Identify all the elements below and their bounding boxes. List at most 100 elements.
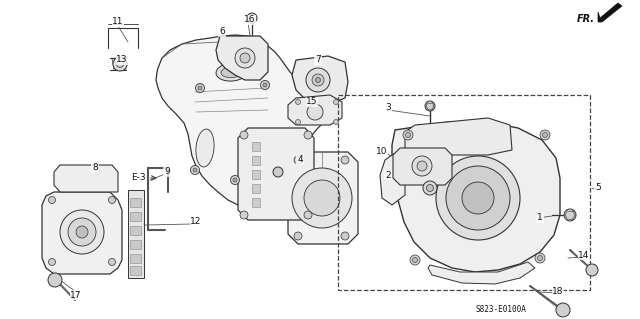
Circle shape xyxy=(540,130,550,140)
Bar xyxy=(252,156,260,165)
Circle shape xyxy=(294,156,302,164)
Circle shape xyxy=(412,156,432,176)
Bar xyxy=(130,240,141,249)
Polygon shape xyxy=(405,118,512,155)
Circle shape xyxy=(198,86,202,90)
Circle shape xyxy=(48,273,62,287)
Polygon shape xyxy=(288,152,358,244)
Bar xyxy=(252,198,260,207)
Text: 17: 17 xyxy=(70,291,82,300)
Ellipse shape xyxy=(196,129,214,167)
Circle shape xyxy=(191,166,200,174)
Circle shape xyxy=(113,57,127,71)
Text: 10: 10 xyxy=(376,147,388,157)
Circle shape xyxy=(247,13,257,23)
Text: S823-E0100A: S823-E0100A xyxy=(476,306,527,315)
Text: 11: 11 xyxy=(112,18,124,26)
Circle shape xyxy=(60,210,104,254)
Circle shape xyxy=(316,78,321,83)
Circle shape xyxy=(304,180,340,216)
Circle shape xyxy=(564,209,576,221)
Bar xyxy=(128,190,144,278)
Polygon shape xyxy=(54,165,118,192)
Circle shape xyxy=(341,232,349,240)
Circle shape xyxy=(273,167,283,177)
Circle shape xyxy=(109,197,115,204)
Circle shape xyxy=(423,181,437,195)
Circle shape xyxy=(304,211,312,219)
Circle shape xyxy=(49,258,56,265)
Circle shape xyxy=(109,258,115,265)
Bar xyxy=(252,170,260,179)
Circle shape xyxy=(260,80,269,90)
Circle shape xyxy=(312,74,324,86)
Circle shape xyxy=(230,175,239,184)
Text: 8: 8 xyxy=(92,164,98,173)
Bar xyxy=(130,266,141,275)
Text: 5: 5 xyxy=(595,183,601,192)
Circle shape xyxy=(425,101,435,111)
Circle shape xyxy=(333,120,339,124)
Polygon shape xyxy=(392,122,560,272)
Text: 7: 7 xyxy=(315,56,321,64)
Circle shape xyxy=(436,156,520,240)
Text: 16: 16 xyxy=(244,16,256,25)
Ellipse shape xyxy=(216,63,248,81)
Bar xyxy=(130,198,141,207)
Text: 2: 2 xyxy=(385,170,391,180)
Bar xyxy=(130,226,141,235)
Polygon shape xyxy=(292,56,348,105)
Text: 15: 15 xyxy=(307,98,317,107)
Text: FR.: FR. xyxy=(577,14,595,24)
Bar xyxy=(338,95,590,290)
Text: E-3: E-3 xyxy=(131,174,145,182)
Circle shape xyxy=(235,48,255,68)
Text: 6: 6 xyxy=(219,27,225,36)
Text: 18: 18 xyxy=(552,287,564,296)
Circle shape xyxy=(49,197,56,204)
Text: 3: 3 xyxy=(385,103,391,113)
Text: 14: 14 xyxy=(579,250,589,259)
Circle shape xyxy=(240,211,248,219)
Polygon shape xyxy=(156,35,332,208)
Circle shape xyxy=(403,130,413,140)
Circle shape xyxy=(446,166,510,230)
Text: 1: 1 xyxy=(537,213,543,222)
Circle shape xyxy=(304,131,312,139)
Circle shape xyxy=(68,218,96,246)
Text: 4: 4 xyxy=(297,155,303,165)
Circle shape xyxy=(417,161,427,171)
Circle shape xyxy=(294,232,302,240)
Circle shape xyxy=(426,184,433,191)
Circle shape xyxy=(341,156,349,164)
Circle shape xyxy=(306,68,330,92)
Polygon shape xyxy=(238,128,314,220)
Circle shape xyxy=(586,264,598,276)
Circle shape xyxy=(535,253,545,263)
Circle shape xyxy=(333,100,339,105)
Polygon shape xyxy=(598,3,622,22)
Circle shape xyxy=(76,226,88,238)
Polygon shape xyxy=(288,95,342,125)
Circle shape xyxy=(462,182,494,214)
Circle shape xyxy=(292,168,352,228)
Text: 9: 9 xyxy=(164,167,170,176)
Circle shape xyxy=(240,53,250,63)
Circle shape xyxy=(240,131,248,139)
Circle shape xyxy=(263,83,267,87)
Circle shape xyxy=(116,61,124,68)
Circle shape xyxy=(406,132,410,137)
Polygon shape xyxy=(393,148,452,185)
Bar xyxy=(130,212,141,221)
Circle shape xyxy=(296,100,301,105)
Circle shape xyxy=(193,168,197,172)
Circle shape xyxy=(413,257,417,263)
Circle shape xyxy=(410,255,420,265)
Circle shape xyxy=(307,104,323,120)
Bar xyxy=(130,254,141,263)
Circle shape xyxy=(556,303,570,317)
Ellipse shape xyxy=(221,66,243,78)
Polygon shape xyxy=(42,192,122,274)
Bar xyxy=(252,184,260,193)
Polygon shape xyxy=(380,148,405,205)
